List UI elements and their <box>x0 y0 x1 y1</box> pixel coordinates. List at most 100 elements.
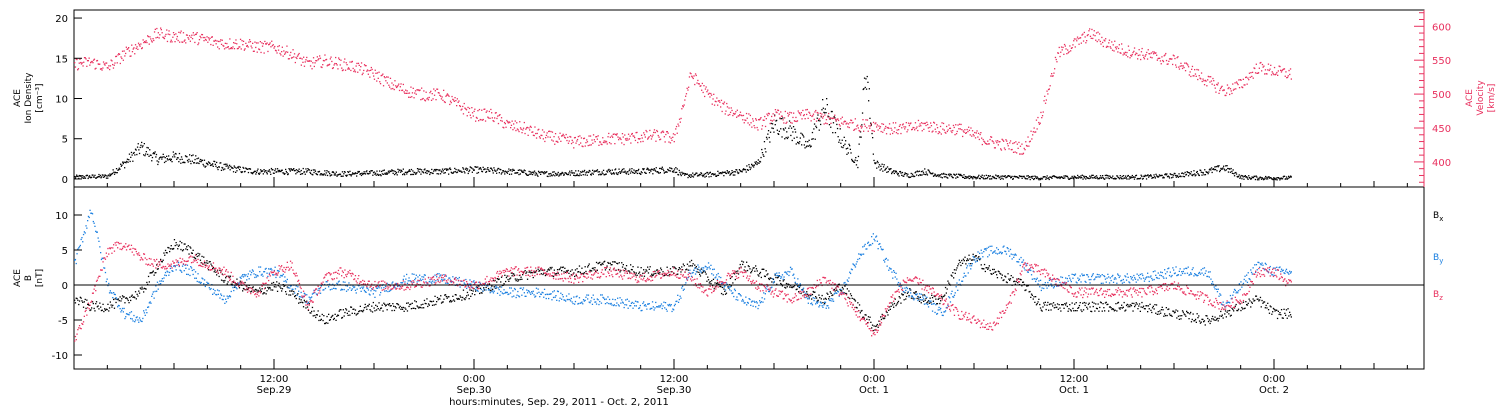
data-point-bx <box>563 271 565 273</box>
data-point-ion-density <box>1271 178 1273 180</box>
data-point-bx <box>600 264 602 266</box>
data-point-bx <box>1154 304 1156 306</box>
data-point-ion-density <box>587 171 589 173</box>
data-point-velocity <box>360 66 362 68</box>
data-point-bx <box>420 304 422 306</box>
data-point-bx <box>470 289 473 291</box>
data-point-velocity <box>769 122 771 125</box>
data-point-by <box>136 316 138 318</box>
data-point-ion-density <box>222 169 225 171</box>
data-point-ion-density <box>795 143 797 145</box>
data-point-velocity <box>1137 58 1139 60</box>
data-point-ion-density <box>754 161 756 163</box>
data-point-ion-density <box>1160 174 1162 177</box>
data-point-bx <box>1259 299 1261 301</box>
data-point-ion-density <box>649 169 651 171</box>
data-point-velocity <box>385 80 387 82</box>
data-point-velocity <box>425 91 427 93</box>
data-point-bx <box>167 246 169 249</box>
data-point-ion-density <box>722 171 724 174</box>
data-point-bx <box>474 294 476 296</box>
data-point-ion-density <box>312 169 314 171</box>
data-point-bx <box>330 316 332 319</box>
data-point-velocity <box>625 139 627 141</box>
data-point-ion-density <box>855 164 858 166</box>
data-point-bx <box>959 261 961 263</box>
data-point-velocity <box>1242 78 1244 80</box>
data-point-velocity <box>169 41 172 43</box>
data-point-velocity <box>1151 57 1153 59</box>
data-point-velocity <box>590 144 592 146</box>
data-point-bx <box>961 259 963 262</box>
data-point-ion-density <box>818 129 820 131</box>
data-point-ion-density <box>364 173 367 175</box>
data-point-velocity <box>485 111 487 113</box>
data-point-ion-density <box>343 171 346 173</box>
data-point-velocity <box>545 134 548 136</box>
data-point-ion-density <box>157 161 160 163</box>
data-point-velocity <box>1108 42 1110 44</box>
data-point-ion-density <box>1138 178 1140 180</box>
data-point-ion-density <box>189 154 191 156</box>
data-point-velocity <box>375 72 377 74</box>
data-point-velocity <box>411 96 413 98</box>
data-point-bx <box>587 264 590 267</box>
data-point-velocity <box>704 88 707 90</box>
data-point-bx <box>592 267 594 269</box>
data-point-ion-density <box>911 173 914 175</box>
data-point-velocity <box>201 34 204 36</box>
data-point-bx <box>127 299 129 302</box>
data-point-ion-density <box>932 175 935 177</box>
data-point-velocity <box>1012 142 1014 145</box>
data-point-velocity <box>911 128 913 130</box>
data-point-bx <box>290 290 292 292</box>
data-point-bx <box>118 300 120 302</box>
data-point-ion-density <box>433 170 435 172</box>
data-point-velocity <box>386 82 388 84</box>
data-point-ion-density <box>934 173 936 175</box>
data-point-bx <box>1136 303 1138 305</box>
data-point-bx <box>181 250 184 252</box>
data-point-bx <box>594 267 596 269</box>
data-point-ion-density <box>948 173 950 175</box>
data-point-ion-density <box>1105 177 1107 179</box>
data-point-bx <box>262 293 264 295</box>
data-point-bx <box>404 307 406 309</box>
data-point-bx <box>636 274 638 276</box>
data-point-bx <box>1197 317 1199 319</box>
data-point-velocity <box>1073 38 1076 40</box>
data-point-bx <box>966 260 968 262</box>
data-point-ion-density <box>788 127 790 129</box>
data-point-velocity <box>1067 52 1069 54</box>
data-point-bx <box>914 292 916 294</box>
data-point-ion-density <box>542 172 544 174</box>
data-point-ion-density <box>367 173 369 175</box>
data-point-ion-density <box>1279 179 1281 181</box>
data-point-ion-density <box>1106 175 1108 177</box>
data-point-ion-density <box>374 173 376 175</box>
data-point-ion-density <box>1114 177 1116 179</box>
data-point-bx <box>143 291 145 293</box>
data-point-velocity <box>554 133 557 135</box>
data-point-ion-density <box>454 167 456 170</box>
data-point-bx <box>868 319 870 321</box>
data-point-velocity <box>431 93 433 95</box>
data-point-bx <box>640 267 642 269</box>
data-point-ion-density <box>446 168 448 170</box>
data-point-velocity <box>312 62 314 64</box>
data-point-by <box>74 258 77 261</box>
data-point-velocity <box>81 62 83 64</box>
data-point-bx <box>1180 318 1182 320</box>
data-point-velocity <box>148 43 150 45</box>
data-point-ion-density <box>901 174 903 176</box>
data-point-ion-density <box>890 168 892 170</box>
data-point-velocity <box>217 40 220 43</box>
data-point-bx <box>823 298 825 300</box>
data-point-velocity <box>282 55 284 57</box>
data-point-bx <box>466 295 468 297</box>
data-point-ion-density <box>976 177 979 179</box>
data-point-bx <box>378 302 380 304</box>
data-point-ion-density <box>573 172 576 174</box>
data-point-bx <box>728 287 730 289</box>
data-point-ion-density <box>1004 175 1006 177</box>
